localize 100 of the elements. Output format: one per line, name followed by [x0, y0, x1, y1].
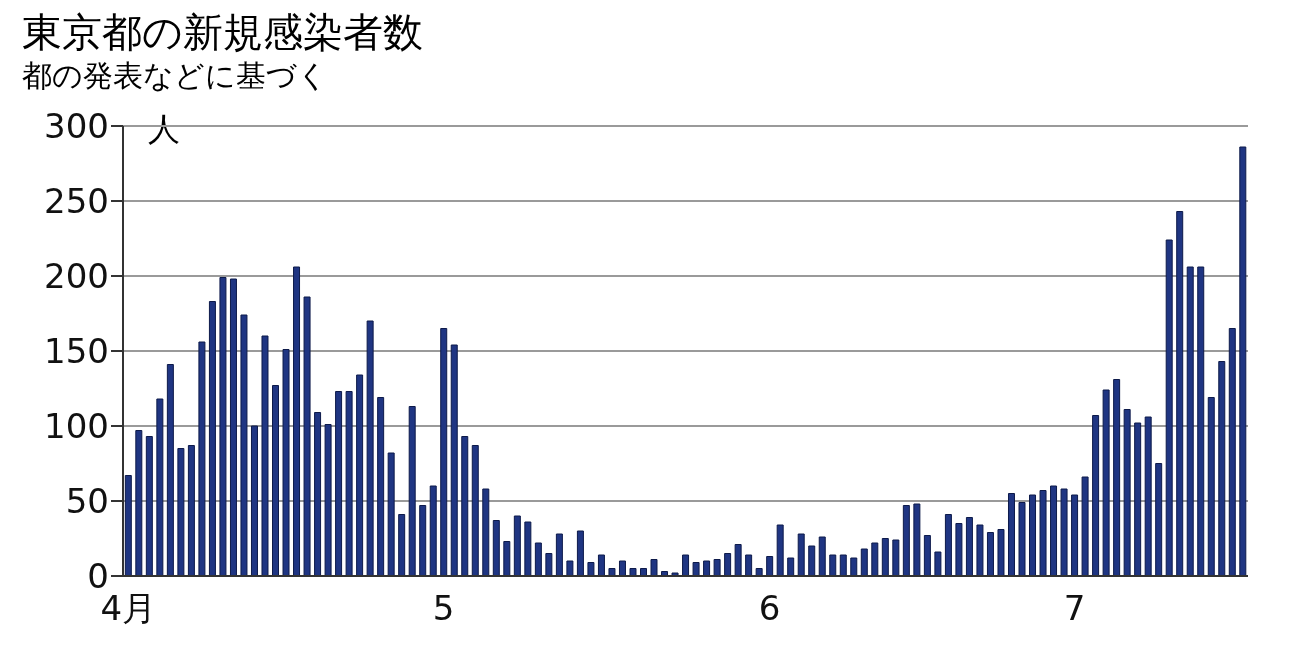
- chart-title: 東京都の新規感染者数: [22, 8, 424, 56]
- bar: [324, 424, 332, 576]
- bar: [787, 557, 795, 576]
- bar: [282, 349, 290, 576]
- y-tick-label: 250: [44, 181, 109, 222]
- bar: [1155, 463, 1163, 576]
- bar: [692, 562, 700, 576]
- bar: [366, 320, 374, 576]
- bar: [829, 554, 837, 576]
- bar: [1071, 494, 1079, 576]
- bar: [955, 523, 963, 576]
- bar: [1165, 239, 1173, 576]
- bar: [345, 391, 353, 576]
- bar: [314, 412, 322, 576]
- bar: [808, 545, 816, 576]
- x-tick-label: 6: [758, 588, 781, 629]
- bar: [797, 533, 805, 576]
- bar: [713, 559, 721, 576]
- bar: [986, 532, 994, 576]
- bar: [219, 277, 227, 576]
- bar: [419, 505, 427, 576]
- bar: [1050, 485, 1058, 576]
- bar: [923, 535, 931, 576]
- bar: [156, 398, 164, 576]
- y-tick-label: 150: [44, 331, 109, 372]
- bar: [229, 278, 237, 576]
- bar: [124, 475, 132, 576]
- bar: [1239, 146, 1247, 576]
- bar: [429, 485, 437, 576]
- bar: [1144, 416, 1152, 576]
- bar: [902, 505, 910, 576]
- y-tick-label: 50: [65, 481, 109, 522]
- bar: [1186, 266, 1194, 576]
- bar: [335, 391, 343, 576]
- bar: [240, 314, 248, 576]
- bar: [913, 503, 921, 576]
- bar: [166, 364, 174, 576]
- bar: [177, 448, 185, 576]
- bar: [135, 430, 143, 576]
- bar: [303, 296, 311, 576]
- bar: [629, 568, 637, 576]
- bar: [1039, 490, 1047, 576]
- bar: [576, 530, 584, 576]
- bar: [1102, 389, 1110, 576]
- bar: [650, 559, 658, 576]
- bar: [1123, 409, 1131, 576]
- bar: [513, 515, 521, 576]
- bar: [1092, 415, 1100, 576]
- bar: [997, 529, 1005, 576]
- bar: [976, 524, 984, 576]
- bar: [1218, 361, 1226, 576]
- bar: [818, 536, 826, 576]
- bar: [377, 397, 385, 576]
- bar: [682, 554, 690, 576]
- bar: [356, 374, 364, 576]
- bar: [555, 533, 563, 576]
- bar: [398, 514, 406, 576]
- bar: [766, 556, 774, 576]
- bar: [1176, 211, 1184, 576]
- bar: [850, 557, 858, 576]
- bar: [293, 266, 301, 576]
- bar: [934, 551, 942, 576]
- bar: [587, 562, 595, 576]
- bar: [1007, 493, 1015, 576]
- bar: [745, 554, 753, 576]
- bar: [524, 521, 532, 576]
- bar: [671, 572, 679, 576]
- bar: [492, 520, 500, 576]
- bar: [482, 488, 490, 576]
- bar: [471, 445, 479, 576]
- bar: [145, 436, 153, 576]
- bar: [566, 560, 574, 576]
- bar: [545, 553, 553, 576]
- bar: [839, 554, 847, 576]
- bar: [965, 517, 973, 576]
- bar: [944, 514, 952, 576]
- bar: [1197, 266, 1205, 576]
- bar: [1081, 476, 1089, 576]
- bar: [1018, 502, 1026, 576]
- bar: [503, 541, 511, 576]
- y-tick-label: 200: [44, 256, 109, 297]
- bar: [1228, 328, 1236, 576]
- bar: [198, 341, 206, 576]
- bar: [618, 560, 626, 576]
- bar: [871, 542, 879, 576]
- bar: [440, 328, 448, 576]
- bar: [724, 553, 732, 576]
- bar: [1029, 494, 1037, 576]
- bar: [860, 548, 868, 576]
- bar: [892, 539, 900, 576]
- bar: [1060, 488, 1068, 576]
- bar: [272, 385, 280, 576]
- bar: [208, 301, 216, 576]
- bar: [250, 425, 258, 576]
- bar: [534, 542, 542, 576]
- bar: [1134, 422, 1142, 576]
- bar: [450, 344, 458, 576]
- bar: [461, 436, 469, 576]
- bar: [261, 335, 269, 576]
- bar: [608, 568, 616, 576]
